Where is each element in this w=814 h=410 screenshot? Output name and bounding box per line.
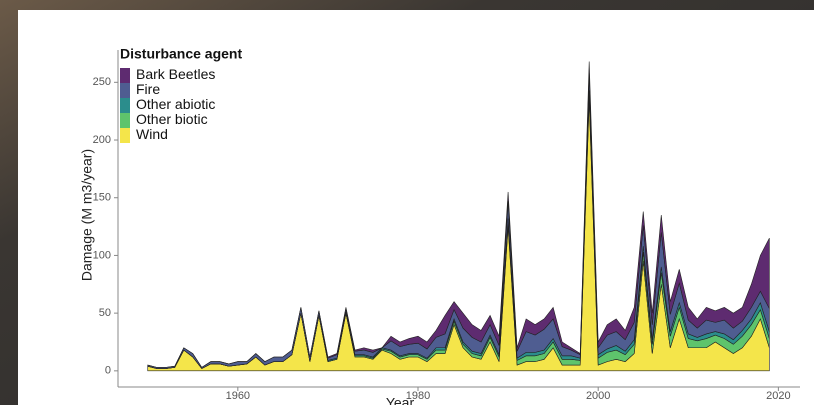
legend-title: Disturbance agent xyxy=(120,46,242,62)
legend-swatch xyxy=(120,98,130,113)
legend-label: Bark Beetles xyxy=(136,66,215,82)
legend-swatch xyxy=(120,128,130,143)
y-axis-title: Damage (M m3/year) xyxy=(79,149,95,281)
x-tick-label: 1980 xyxy=(406,390,430,402)
y-tick-label: 50 xyxy=(99,307,111,319)
legend-label: Other biotic xyxy=(136,111,208,127)
y-tick-label: 250 xyxy=(93,76,111,88)
x-tick-label: 2020 xyxy=(766,390,790,402)
legend-label: Fire xyxy=(136,81,160,97)
y-tick-label: 0 xyxy=(105,365,111,377)
x-tick-label: 1960 xyxy=(226,390,250,402)
x-tick-label: 2000 xyxy=(586,390,610,402)
area xyxy=(147,61,770,368)
legend-swatch xyxy=(120,83,130,98)
y-tick-label: 200 xyxy=(93,134,111,146)
legend-swatch xyxy=(120,68,130,83)
legend-label: Wind xyxy=(136,126,168,142)
legend-swatch xyxy=(120,113,130,128)
y-tick-label: 150 xyxy=(93,192,111,204)
y-tick-label: 100 xyxy=(93,249,111,261)
legend-label: Other abiotic xyxy=(136,96,215,112)
